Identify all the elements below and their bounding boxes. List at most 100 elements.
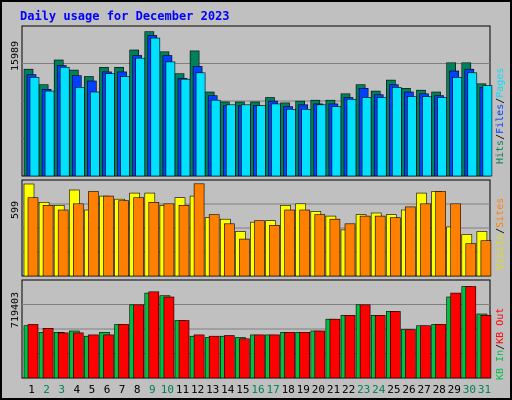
top-bar-pages: [105, 73, 115, 177]
chart-title: Daily usage for December 2023: [20, 9, 230, 23]
middle-bar-sites: [42, 205, 54, 277]
middle-bar-sites: [465, 243, 477, 277]
day-label: 30: [463, 383, 476, 396]
day-label: 19: [297, 383, 310, 396]
bottom-bar-kb-out: [420, 325, 431, 379]
top-bar-pages: [90, 91, 100, 177]
bottom-legend-item: KB In: [495, 350, 506, 380]
top-bar-pages: [482, 85, 493, 177]
top-bar-pages: [195, 72, 206, 177]
bottom-bar-kb-out: [88, 334, 99, 379]
bottom-bar-kb-out: [374, 314, 386, 379]
middle-bar-sites: [374, 215, 386, 277]
bottom-bar-kb-out: [344, 314, 356, 379]
day-label: 26: [402, 383, 415, 396]
top-bar-pages: [286, 109, 296, 177]
top-bar-pages: [165, 61, 176, 177]
middle-bar-sites: [148, 202, 160, 277]
top-legend-item: Pages: [495, 68, 506, 98]
top-bar-pages: [376, 97, 387, 177]
bottom-bar-kb-out: [224, 335, 235, 379]
middle-bar-sites: [88, 191, 99, 277]
middle-bar-sites: [420, 203, 431, 277]
bottom-bar-kb-out: [435, 324, 446, 379]
top-bar-pages: [467, 72, 478, 177]
middle-bar-sites: [208, 214, 220, 277]
middle-bar-sites: [299, 209, 311, 277]
bottom-legend: KB In/KB Out: [495, 308, 506, 380]
bottom-bar-kb-out: [389, 311, 401, 379]
middle-bar-sites: [359, 215, 371, 277]
bottom-bar-kb-out: [103, 334, 114, 379]
top-bar-pages: [226, 104, 236, 177]
top-bar-pages: [437, 97, 447, 177]
bottom-max-label: 719403: [10, 292, 21, 328]
bars-layer: [23, 31, 493, 379]
middle-legend-item: /: [495, 228, 506, 234]
middle-legend-item: Sites: [495, 198, 506, 228]
day-label: 8: [134, 383, 141, 396]
top-bar-pages: [135, 57, 145, 177]
bottom-bar-kb-out: [27, 324, 39, 379]
top-max-label: 15989: [10, 41, 21, 71]
bottom-bar-kb-out: [480, 314, 492, 379]
bottom-bar-kb-out: [148, 291, 160, 379]
middle-bar-sites: [344, 223, 356, 277]
middle-legend-item: Visits: [495, 234, 506, 270]
bottom-bar-kb-out: [465, 286, 477, 379]
top-bar-pages: [331, 106, 342, 177]
middle-bar-sites: [163, 203, 175, 277]
day-label: 7: [119, 383, 126, 396]
bottom-bar-kb-out: [284, 331, 295, 379]
bottom-bar-kb-out: [208, 335, 220, 379]
bottom-bar-kb-out: [133, 304, 144, 379]
bottom-bar-kb-out: [57, 332, 69, 379]
day-label: 29: [448, 383, 461, 396]
middle-bar-sites: [450, 203, 462, 277]
bottom-bar-kb-out: [314, 330, 326, 379]
day-label: 25: [387, 383, 400, 396]
bottom-bar-kb-out: [405, 329, 416, 379]
top-bar-pages: [407, 96, 417, 177]
bottom-bar-kb-out: [178, 320, 190, 379]
day-label: 1: [28, 383, 35, 396]
middle-bar-sites: [27, 197, 39, 277]
day-label: 23: [357, 383, 370, 396]
middle-bar-sites: [178, 205, 190, 277]
day-label: 16: [251, 383, 264, 396]
bottom-bar-kb-out: [118, 324, 129, 379]
middle-bar-sites: [193, 183, 205, 277]
top-bar-pages: [59, 67, 70, 177]
top-bar-pages: [241, 104, 251, 177]
day-label: 9: [149, 383, 156, 396]
middle-max-label: 599: [10, 201, 21, 219]
top-bar-pages: [180, 78, 191, 177]
middle-bar-sites: [73, 203, 84, 277]
middle-bar-sites: [133, 197, 144, 277]
bottom-bar-kb-out: [450, 292, 462, 379]
middle-legend: Visits/Sites: [495, 198, 506, 270]
middle-bar-sites: [254, 220, 265, 277]
top-legend-item: Files: [495, 104, 506, 134]
bottom-legend-item: KB Out: [495, 308, 506, 344]
middle-bar-sites: [57, 209, 69, 277]
day-label: 12: [191, 383, 204, 396]
day-label: 3: [58, 383, 65, 396]
top-bar-pages: [316, 104, 327, 177]
bottom-bar-kb-out: [359, 304, 371, 379]
day-label: 14: [221, 383, 235, 396]
top-legend-item: Hits: [495, 140, 506, 164]
middle-bar-sites: [480, 240, 492, 277]
top-bar-pages: [29, 77, 40, 177]
bottom-bar-kb-out: [73, 332, 84, 379]
top-legend: Hits/Files/Pages: [495, 68, 506, 164]
top-bar-pages: [75, 87, 85, 177]
middle-bar-sites: [118, 200, 129, 277]
day-label: 20: [312, 383, 325, 396]
day-label: 18: [282, 383, 295, 396]
day-label: 15: [236, 383, 249, 396]
day-label: 24: [372, 383, 386, 396]
middle-bar-sites: [329, 218, 341, 277]
middle-bar-sites: [405, 206, 416, 277]
